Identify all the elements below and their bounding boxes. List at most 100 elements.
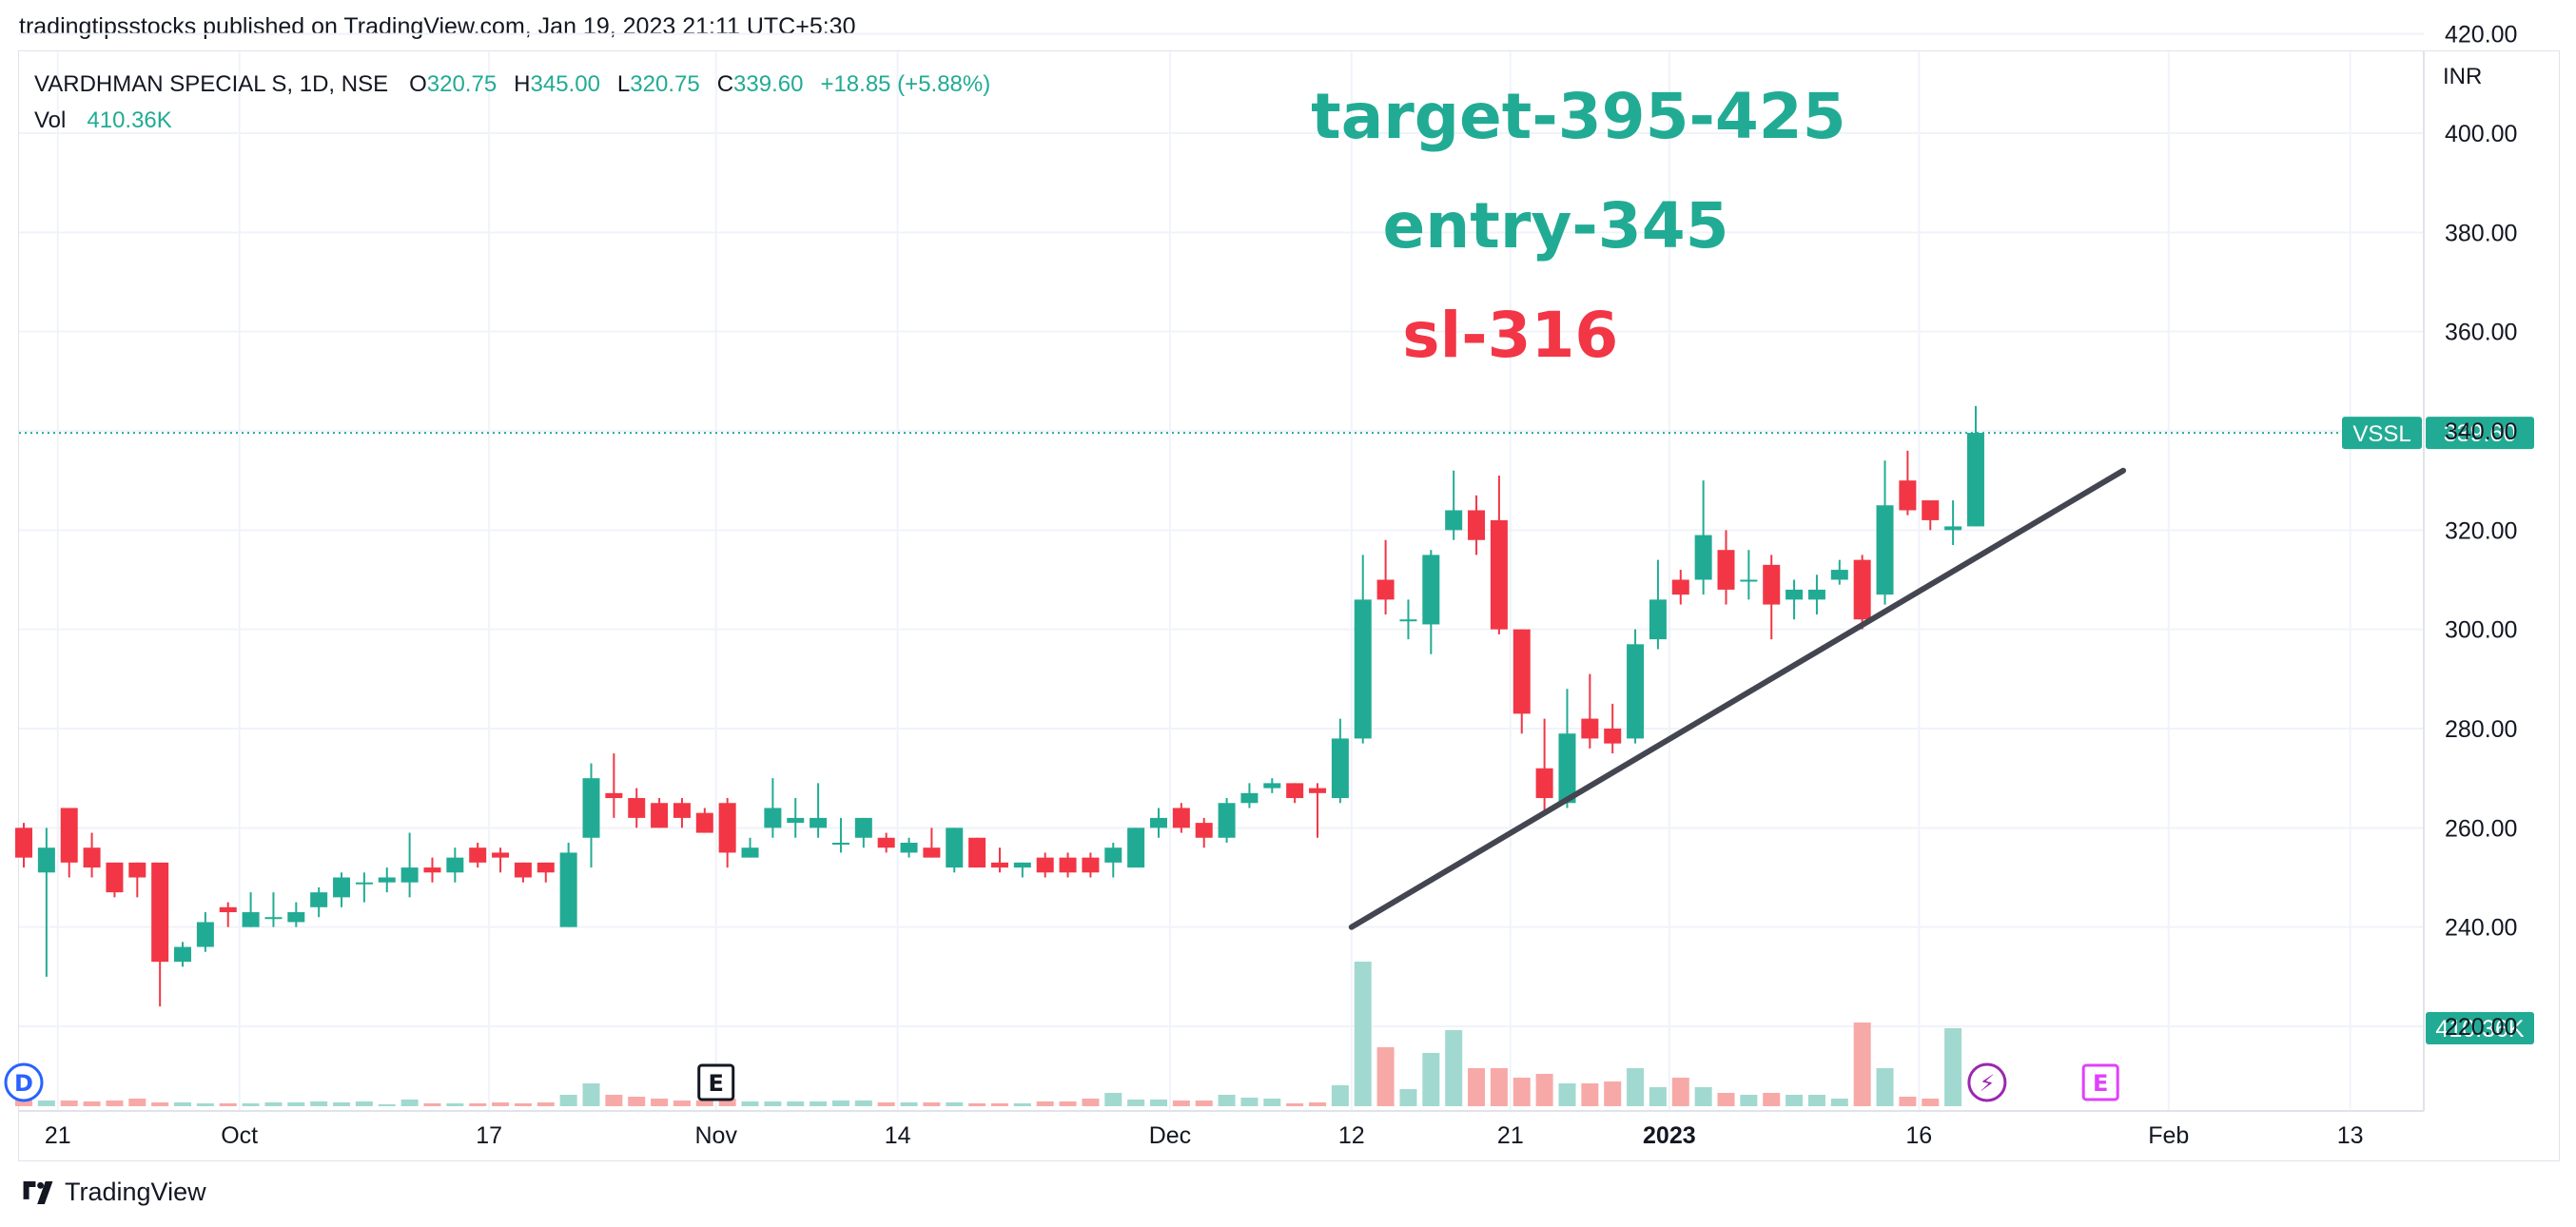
currency-label: INR xyxy=(2443,64,2482,89)
candles xyxy=(15,405,1984,1007)
change-value: +18.85 (+5.88%) xyxy=(820,71,991,97)
volume-bar xyxy=(923,1102,941,1106)
candle-body xyxy=(1649,599,1667,640)
candle-body xyxy=(673,803,691,818)
volume-bar xyxy=(1218,1095,1236,1106)
volume-label: Vol xyxy=(34,107,67,133)
earnings-marker-icon xyxy=(697,1063,735,1101)
candle-body xyxy=(1013,862,1031,868)
volume-bar xyxy=(787,1101,805,1106)
volume-bar xyxy=(854,1100,872,1106)
volume-bar xyxy=(537,1102,555,1106)
candle-body xyxy=(1512,629,1531,714)
y-tick-label: 380.00 xyxy=(2445,220,2517,246)
candle-body xyxy=(1786,589,1804,600)
candle-body xyxy=(1195,823,1213,838)
volume-bar xyxy=(1763,1093,1781,1106)
candle-body xyxy=(514,862,532,878)
candle-body xyxy=(854,817,872,838)
volume-bar xyxy=(1717,1093,1735,1106)
volume-bar xyxy=(1082,1099,1100,1106)
candle-body xyxy=(946,828,964,868)
candle-body xyxy=(1354,599,1372,739)
volume-bar xyxy=(1807,1095,1825,1106)
volume-bars xyxy=(15,962,1962,1106)
candle-body xyxy=(1717,550,1735,590)
y-tick-label: 320.00 xyxy=(2445,517,2517,544)
volume-bar xyxy=(1150,1100,1167,1106)
y-tick-label: 220.00 xyxy=(2445,1014,2517,1041)
volume-bar xyxy=(1399,1089,1417,1106)
volume-bar xyxy=(605,1095,623,1106)
candle-body xyxy=(128,862,146,878)
volume-bar xyxy=(310,1101,328,1106)
candle-body xyxy=(1240,792,1259,804)
last-volume-badge xyxy=(2426,1012,2534,1044)
volume-bar xyxy=(378,1104,396,1106)
x-tick-label: 16 xyxy=(1905,1122,1932,1149)
last-price-label: 339.60 xyxy=(2444,420,2516,447)
time-axis: 21 Oct 17 Nov 14 Dec 12 21 2023 16 Feb 13 xyxy=(19,1110,2424,1149)
volume-bar xyxy=(651,1099,669,1106)
volume-bar xyxy=(1853,1022,1871,1106)
earnings-marker-label: E xyxy=(2093,1070,2108,1097)
volume-bar xyxy=(1195,1100,1213,1106)
candle-body xyxy=(378,877,396,883)
volume-bar xyxy=(469,1103,487,1106)
candle-body xyxy=(287,912,305,923)
candle-body xyxy=(1944,526,1962,531)
volume-bar xyxy=(741,1101,759,1106)
y-tick-label: 400.00 xyxy=(2445,121,2517,147)
candle-body xyxy=(1036,857,1054,873)
volume-bar xyxy=(1376,1047,1395,1106)
candle-body xyxy=(651,803,669,828)
volume-bar xyxy=(151,1102,169,1106)
volume-bar xyxy=(1286,1103,1304,1106)
y-tick-label: 300.00 xyxy=(2445,617,2517,644)
open-value: 320.75 xyxy=(426,71,498,97)
volume-bar xyxy=(1604,1081,1622,1106)
low-value: 320.75 xyxy=(630,71,700,97)
symbol-title: VARDHMAN SPECIAL S, 1D, NSE xyxy=(34,71,389,97)
volume-bar xyxy=(423,1103,441,1106)
candle-body xyxy=(968,837,986,868)
candle-body xyxy=(810,817,828,828)
candle-body xyxy=(219,906,237,913)
close-label: C xyxy=(716,71,734,97)
candle-body xyxy=(60,808,78,863)
split-marker-label: ⚡ xyxy=(1979,1070,1995,1097)
candle-body xyxy=(1127,828,1145,868)
volume-bar xyxy=(1490,1068,1508,1106)
volume-bar xyxy=(196,1103,214,1106)
candle-body xyxy=(1627,644,1645,739)
volume-bar xyxy=(1013,1103,1031,1106)
y-tick-label: 240.00 xyxy=(2445,915,2517,942)
x-tick-label: 14 xyxy=(885,1122,911,1149)
candle-body xyxy=(15,828,32,858)
candle-body xyxy=(718,803,736,853)
volume-bar xyxy=(1786,1095,1804,1106)
ticker-badge-label: VSSL xyxy=(2352,421,2410,447)
volume-bar xyxy=(219,1103,237,1106)
volume-bar xyxy=(1445,1030,1463,1106)
x-tick-label: Nov xyxy=(694,1122,737,1149)
candle-body xyxy=(537,862,555,873)
candle-body xyxy=(1445,510,1463,531)
candle-body xyxy=(831,842,849,845)
candle-body xyxy=(1694,535,1712,580)
candle-body xyxy=(310,892,328,907)
last-price-badge xyxy=(2426,417,2534,450)
footer-brand[interactable]: TradingView xyxy=(19,1178,206,1207)
volume-bar xyxy=(264,1102,283,1106)
volume-bar xyxy=(559,1095,577,1106)
x-tick-label: 21 xyxy=(45,1122,71,1149)
volume-bar xyxy=(1512,1078,1531,1106)
candle-body xyxy=(1104,847,1122,863)
volume-bar xyxy=(83,1101,101,1106)
candle-body xyxy=(469,847,487,863)
volume-bar xyxy=(990,1103,1008,1106)
earnings-marker-label: E xyxy=(709,1070,724,1097)
candle-body xyxy=(787,817,805,824)
volume-bar xyxy=(1627,1068,1645,1106)
